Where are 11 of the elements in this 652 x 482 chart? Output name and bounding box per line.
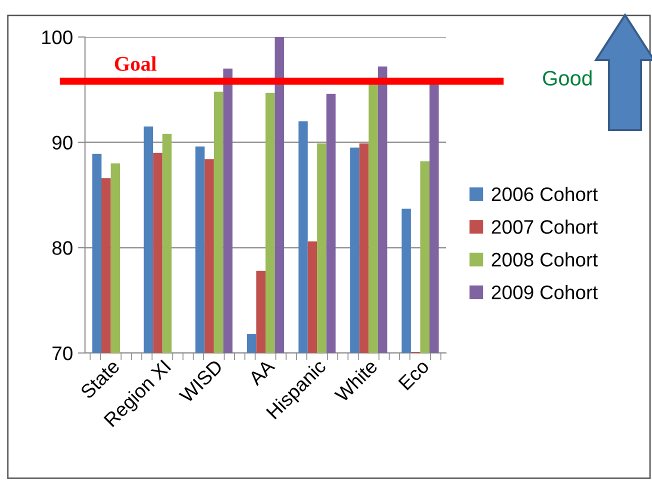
legend-label: 2009 Cohort xyxy=(492,285,598,300)
text: Good xyxy=(543,70,592,86)
ref-line-label: Goal xyxy=(114,56,156,71)
y-tick-label: 80 xyxy=(52,241,72,255)
x-tick-label: Eco xyxy=(398,358,430,391)
y-tick-label: 100 xyxy=(42,30,72,44)
legend-label: 2008 Cohort xyxy=(492,252,598,267)
y-tick-label: 90 xyxy=(52,136,72,150)
legend-label: 2007 Cohort xyxy=(492,220,598,234)
legend-label: 2006 Cohort xyxy=(492,186,598,202)
y-tick-label: 70 xyxy=(52,346,72,360)
